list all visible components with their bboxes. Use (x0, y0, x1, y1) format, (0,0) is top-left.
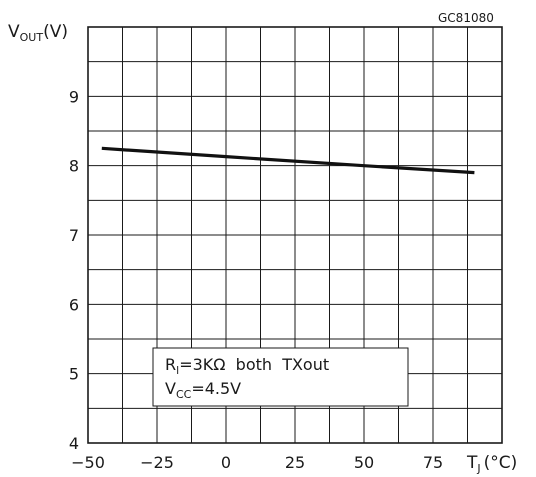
x-tick-label: −25 (140, 453, 174, 472)
x-axis-title: TJ (°C) (467, 453, 518, 475)
annotation-r-subscript: l (176, 364, 180, 377)
annotation-line-2: VCC=4.5V (165, 378, 329, 402)
y-axis-unit: (V) (43, 22, 68, 42)
annotation-text: Rl=3KΩ both TXout VCC=4.5V (165, 354, 329, 402)
y-tick-label: 9 (69, 87, 79, 106)
x-axis-unit: (°C) (483, 453, 518, 473)
annotation-r-symbol: R (165, 355, 177, 374)
y-axis-symbol: V (8, 22, 20, 42)
annotation-box (152, 347, 409, 407)
figure-code: GC81080 (438, 11, 494, 25)
annotation-vcc-symbol: V (165, 379, 176, 398)
x-tick-label: 0 (221, 453, 231, 472)
x-tick-label: −50 (71, 453, 105, 472)
annotation-line-1: Rl=3KΩ both TXout (165, 354, 329, 378)
y-tick-labels: 4 5 6 7 8 9 (69, 87, 79, 453)
y-axis-subscript: OUT (19, 31, 44, 44)
y-axis-title: VOUT(V) (8, 22, 68, 44)
annotation-r-value: =3KΩ both TXout (179, 355, 330, 374)
y-tick-label: 4 (69, 434, 79, 453)
series-line-vout (101, 146, 475, 175)
y-tick-label: 6 (69, 295, 79, 314)
x-tick-labels: −50 −25 0 25 50 75 (71, 453, 443, 472)
x-tick-label: 25 (285, 453, 305, 472)
figure-code-text: GC81080 (438, 11, 494, 25)
y-tick-label: 8 (69, 157, 79, 176)
annotation-vcc-value: =4.5V (191, 379, 242, 398)
plot-frame (87, 26, 503, 444)
y-tick-label: 7 (69, 226, 79, 245)
x-tick-label: 75 (423, 453, 443, 472)
series-layer (101, 146, 475, 175)
annotation-vcc-subscript: CC (175, 388, 192, 401)
x-axis-symbol: T (467, 453, 478, 473)
y-tick-label: 5 (69, 365, 79, 384)
x-axis-subscript: J (477, 462, 481, 475)
x-tick-label: 50 (354, 453, 374, 472)
